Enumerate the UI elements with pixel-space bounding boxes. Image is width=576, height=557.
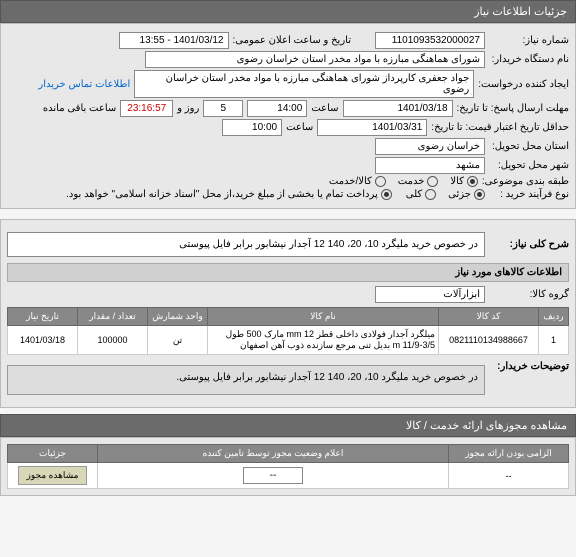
cell-status: -- <box>98 463 449 489</box>
category-label: طبقه بندی موضوعی: <box>482 176 569 187</box>
group-value: ابزارآلات <box>375 286 485 303</box>
contact-link[interactable]: اطلاعات تماس خریدار <box>38 79 130 90</box>
announce-label: تاریخ و ساعت اعلان عمومی: <box>233 35 352 46</box>
city-label: شهر محل تحویل: <box>489 160 569 171</box>
radio-full-label: کلی <box>406 189 422 200</box>
th-details: جزئیات <box>8 445 98 463</box>
process-label: نوع فرآیند خرید : <box>489 189 569 200</box>
desc-text: در خصوص خرید ملیگرد 10، 20، 140 12 آجدار… <box>7 232 485 257</box>
deadline-date: 1401/03/18 <box>343 100 453 117</box>
radio-empty-icon <box>427 176 438 187</box>
radio-both[interactable]: کالا/خدمت <box>329 176 386 187</box>
radio-goods[interactable]: کالا <box>450 176 478 187</box>
province-value: خراسان رضوی <box>375 138 485 155</box>
payment-note-text: پرداخت تمام یا بخشی از مبلغ خرید،از محل … <box>66 189 378 200</box>
radio-dot-icon <box>474 189 485 200</box>
cell-date: 1401/03/18 <box>8 326 78 355</box>
group-label: گروه کالا: <box>489 289 569 300</box>
license-row: -- -- مشاهده مجوز <box>8 463 569 489</box>
th-unit: واحد شمارش <box>148 308 208 326</box>
radio-service[interactable]: خدمت <box>398 176 439 187</box>
radio-empty-icon <box>375 176 386 187</box>
th-name: نام کالا <box>208 308 439 326</box>
validity-time: 10:00 <box>222 119 282 136</box>
days-label: روز و <box>177 103 199 114</box>
radio-full[interactable]: کلی <box>406 189 436 200</box>
category-radio-group: کالا خدمت کالا/خدمت <box>329 176 478 187</box>
remaining-label: ساعت باقی مانده <box>43 103 116 114</box>
process-radio-group: جزئی کلی <box>406 189 485 200</box>
time-label-1: ساعت <box>311 103 338 114</box>
cell-code: 0821110134988667 <box>439 326 539 355</box>
city-value: مشهد <box>375 157 485 174</box>
time-label-2: ساعت <box>286 122 313 133</box>
th-status: اعلام وضعیت مجوز توسط تامین کننده <box>98 445 449 463</box>
panel-title: جزئیات اطلاعات نیاز <box>0 0 576 23</box>
buyer-org-label: نام دستگاه خریدار: <box>489 54 569 65</box>
radio-partial-label: جزئی <box>448 189 471 200</box>
radio-partial[interactable]: جزئی <box>448 189 485 200</box>
days-value: 5 <box>203 100 243 117</box>
th-code: کد کالا <box>439 308 539 326</box>
radio-goods-label: کالا <box>450 176 464 187</box>
need-number-label: شماره نیاز: <box>489 35 569 46</box>
cell-unit: تن <box>148 326 208 355</box>
need-number-value: 1101093532000027 <box>375 32 485 49</box>
items-table: ردیف کد کالا نام کالا واحد شمارش تعداد /… <box>7 307 569 355</box>
radio-dot-icon <box>467 176 478 187</box>
description-section: شرح کلی نیاز: در خصوص خرید ملیگرد 10، 20… <box>0 219 576 408</box>
deadline-time: 14:00 <box>247 100 307 117</box>
deadline-label: مهلت ارسال پاسخ: تا تاریخ: <box>457 103 569 114</box>
buyer-notes-label: توضیحات خریدار: <box>489 361 569 372</box>
cell-idx: 1 <box>539 326 569 355</box>
details-section: شماره نیاز: 1101093532000027 تاریخ و ساع… <box>0 23 576 209</box>
requester-label: ایجاد کننده درخواست: <box>478 79 569 90</box>
buyer-notes-text: در خصوص خرید ملیگرد 10، 20، 140 12 آجدار… <box>7 365 485 395</box>
radio-dot-icon <box>381 189 392 200</box>
validity-date: 1401/03/31 <box>317 119 427 136</box>
radio-both-label: کالا/خدمت <box>329 176 372 187</box>
desc-label: شرح کلی نیاز: <box>489 239 569 250</box>
countdown-timer: 23:16:57 <box>120 100 173 117</box>
licenses-header: مشاهده مجوزهای ارائه خدمت / کالا <box>0 414 576 437</box>
payment-note-item: پرداخت تمام یا بخشی از مبلغ خرید،از محل … <box>66 189 392 200</box>
cell-qty: 100000 <box>78 326 148 355</box>
th-mandatory: الزامی بودن ارائه مجوز <box>449 445 569 463</box>
radio-empty-icon <box>425 189 436 200</box>
licenses-table: الزامی بودن ارائه مجوز اعلام وضعیت مجوز … <box>7 444 569 489</box>
radio-service-label: خدمت <box>398 176 425 187</box>
announce-value: 1401/03/12 - 13:55 <box>119 32 229 49</box>
status-select[interactable]: -- <box>243 467 303 484</box>
th-row: ردیف <box>539 308 569 326</box>
validity-label: حداقل تاریخ اعتبار قیمت: تا تاریخ: <box>431 122 569 133</box>
licenses-section: الزامی بودن ارائه مجوز اعلام وضعیت مجوز … <box>0 437 576 496</box>
requester-value: جواد جعفری کارپرداز شورای هماهنگی مبارزه… <box>134 70 474 98</box>
buyer-org-value: شورای هماهنگی مبارزه با مواد مخدر استان … <box>145 51 485 68</box>
items-header: اطلاعات کالاهای مورد نیاز <box>7 263 569 282</box>
cell-mandatory: -- <box>449 463 569 489</box>
th-qty: تعداد / مقدار <box>78 308 148 326</box>
province-label: استان محل تحویل: <box>489 141 569 152</box>
th-date: تاریخ نیاز <box>8 308 78 326</box>
table-row: 1 0821110134988667 میلگرد آجدار فولادی د… <box>8 326 569 355</box>
cell-name: میلگرد آجدار فولادی داخلی قطر 12 mm مارک… <box>208 326 439 355</box>
cell-details: مشاهده مجوز <box>8 463 98 489</box>
view-license-button[interactable]: مشاهده مجوز <box>18 466 88 485</box>
